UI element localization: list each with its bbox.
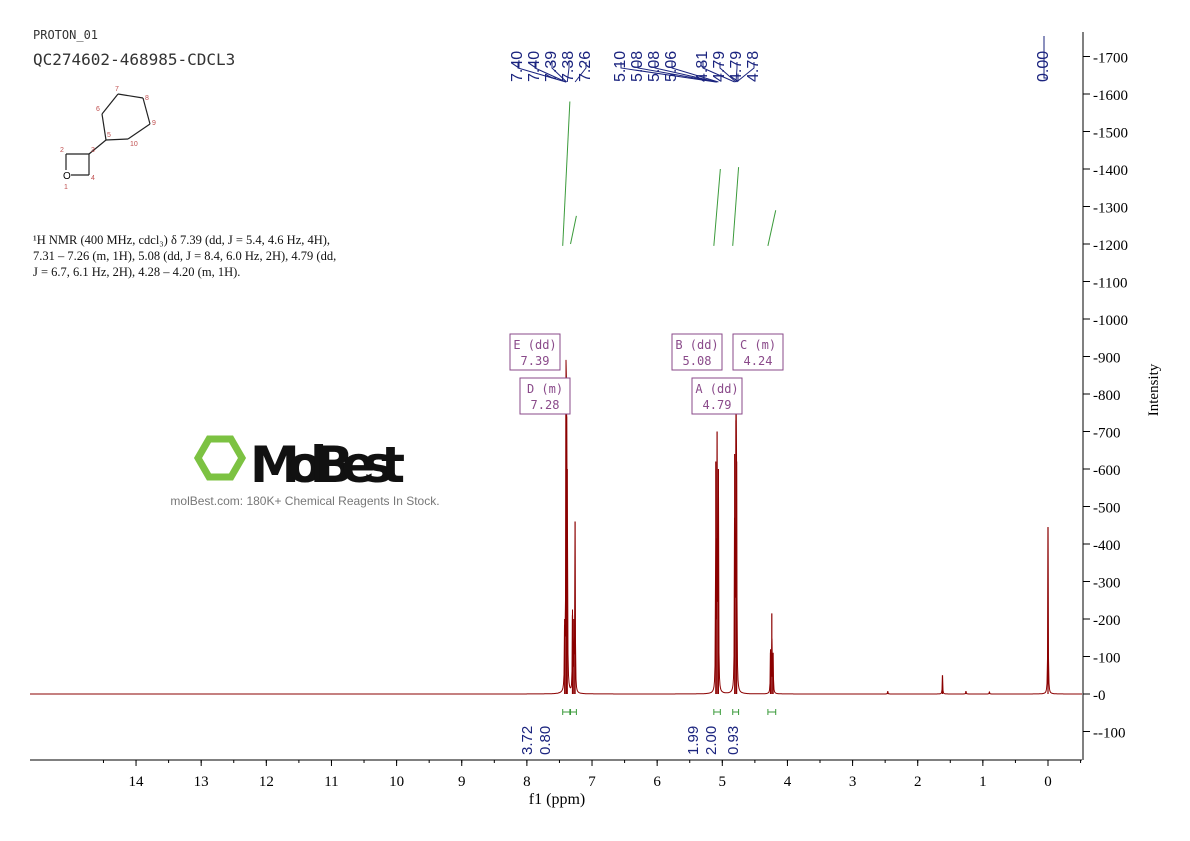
desc-line: J = 6.7, 6.1 Hz, 2H), 4.28 – 4.20 (m, 1H… bbox=[33, 265, 241, 279]
integral-value: 2.00 bbox=[703, 726, 720, 755]
y-tick-label: -1200 bbox=[1093, 238, 1128, 254]
desc-line: ¹H NMR (400 MHz, cdcl₃) δ 7.39 (dd, J = … bbox=[33, 233, 331, 247]
sample-name: QC274602-468985-CDCL3 bbox=[33, 50, 236, 69]
y-tick-label: -500 bbox=[1093, 501, 1121, 517]
y-tick-label: -1600 bbox=[1093, 88, 1128, 104]
nmr-description: ¹H NMR (400 MHz, cdcl₃) δ 7.39 (dd, J = … bbox=[33, 232, 336, 280]
y-tick-label: -1000 bbox=[1093, 313, 1128, 329]
multiplet-box: A (dd) 4.79 bbox=[691, 377, 743, 415]
x-tick-label: 12 bbox=[259, 774, 274, 790]
y-tick-label: -1300 bbox=[1093, 201, 1128, 217]
integral-curve bbox=[562, 101, 571, 246]
y-tick-label: -800 bbox=[1093, 388, 1121, 404]
integral-value: 1.99 bbox=[685, 726, 702, 755]
integral-curve bbox=[570, 215, 577, 245]
multiplet-shift: 7.28 bbox=[531, 398, 560, 412]
x-tick-label: 10 bbox=[389, 774, 404, 790]
y-tick-label: -1400 bbox=[1093, 163, 1128, 179]
multiplet-name: A (dd) bbox=[695, 382, 738, 396]
spectrum-line bbox=[30, 359, 1082, 695]
multiplet-name: B (dd) bbox=[675, 338, 718, 352]
peak-label-leader bbox=[566, 62, 570, 83]
x-tick-label: 4 bbox=[784, 774, 792, 790]
integral-curve bbox=[767, 210, 777, 246]
integral-curve bbox=[732, 167, 740, 246]
x-tick-label: 1 bbox=[979, 774, 987, 790]
integral-value: 3.72 bbox=[519, 726, 536, 755]
peak-label-leader bbox=[736, 62, 755, 83]
peak-label-leader bbox=[719, 62, 737, 83]
multiplet-name: E (dd) bbox=[513, 338, 556, 352]
x-tick-label: 9 bbox=[458, 774, 466, 790]
integral-value: 0.80 bbox=[537, 726, 554, 755]
desc-line: 7.31 – 7.26 (m, 1H), 5.08 (dd, J = 8.4, … bbox=[33, 249, 337, 263]
y-tick-label: --100 bbox=[1093, 726, 1126, 742]
peak-label-leader bbox=[671, 62, 719, 83]
y-tick-label: -1100 bbox=[1093, 276, 1127, 292]
y-tick-label: -300 bbox=[1093, 576, 1121, 592]
experiment-name: PROTON_01 bbox=[33, 28, 99, 42]
multiplet-box-border bbox=[732, 333, 784, 371]
x-tick-label: 7 bbox=[588, 774, 596, 790]
y-tick-label: -400 bbox=[1093, 538, 1121, 554]
peak-label-leader bbox=[1043, 36, 1048, 79]
multiplet-box: B (dd) 5.08 bbox=[671, 333, 723, 371]
y-tick-label: -1500 bbox=[1093, 126, 1128, 142]
x-tick-label: 13 bbox=[194, 774, 209, 790]
multiplet-box-border bbox=[671, 333, 723, 371]
multiplet-shift: 5.08 bbox=[683, 354, 712, 368]
integral-bracket bbox=[713, 709, 721, 715]
integral-curve bbox=[713, 168, 721, 246]
molbest-logo-icon bbox=[193, 435, 247, 481]
y-tick-label: -200 bbox=[1093, 613, 1121, 629]
x-tick-label: 11 bbox=[324, 774, 338, 790]
integral-value: 0.93 bbox=[725, 726, 742, 755]
multiplet-shift: 4.24 bbox=[744, 354, 773, 368]
multiplet-name: C (m) bbox=[740, 338, 776, 352]
y-tick-label: -600 bbox=[1093, 463, 1121, 479]
x-tick-label: 2 bbox=[914, 774, 922, 790]
peak-label-leader bbox=[735, 62, 738, 83]
y-tick-label: -1700 bbox=[1093, 51, 1128, 67]
y-tick-label: -0 bbox=[1093, 688, 1106, 704]
peak-label-leader bbox=[654, 62, 718, 83]
y-tick-label: -100 bbox=[1093, 651, 1121, 667]
x-tick-label: 8 bbox=[523, 774, 531, 790]
x-tick-label: 0 bbox=[1044, 774, 1052, 790]
multiplet-box: C (m) 4.24 bbox=[732, 333, 784, 371]
multiplet-name: D (m) bbox=[527, 382, 563, 396]
multiplet-box: E (dd) 7.39 bbox=[509, 333, 561, 371]
x-tick-label: 14 bbox=[129, 774, 145, 790]
multiplet-box-border bbox=[509, 333, 561, 371]
peak-label-leader bbox=[534, 62, 567, 83]
x-tick-label: 3 bbox=[849, 774, 857, 790]
integral-bracket bbox=[570, 709, 577, 715]
peak-label-leader bbox=[702, 62, 735, 83]
x-axis-label: f1 (ppm) bbox=[529, 791, 585, 808]
peak-label-leader bbox=[574, 62, 587, 83]
multiplet-box: D (m) 7.28 bbox=[519, 377, 571, 415]
multiplet-shift: 4.79 bbox=[703, 398, 732, 412]
peak-label-leader bbox=[637, 62, 718, 83]
y-tick-label: -900 bbox=[1093, 351, 1121, 367]
peak-label-leader bbox=[620, 62, 716, 83]
y-axis-label: Intensity bbox=[1146, 363, 1162, 416]
x-tick-label: 6 bbox=[653, 774, 661, 790]
molbest-tagline: molBest.com: 180K+ Chemical Reagents In … bbox=[170, 494, 439, 508]
integral-bracket bbox=[732, 709, 740, 715]
integral-bracket bbox=[562, 709, 571, 715]
multiplet-box-border bbox=[519, 377, 571, 415]
x-tick-label: 5 bbox=[719, 774, 727, 790]
multiplet-shift: 7.39 bbox=[521, 354, 550, 368]
peak-label-leader bbox=[551, 62, 567, 83]
multiplet-box-border bbox=[691, 377, 743, 415]
peak-label-leader bbox=[517, 62, 567, 83]
integral-bracket bbox=[767, 709, 777, 715]
molbest-brand: MolBest bbox=[250, 436, 405, 494]
y-tick-label: -700 bbox=[1093, 426, 1121, 442]
